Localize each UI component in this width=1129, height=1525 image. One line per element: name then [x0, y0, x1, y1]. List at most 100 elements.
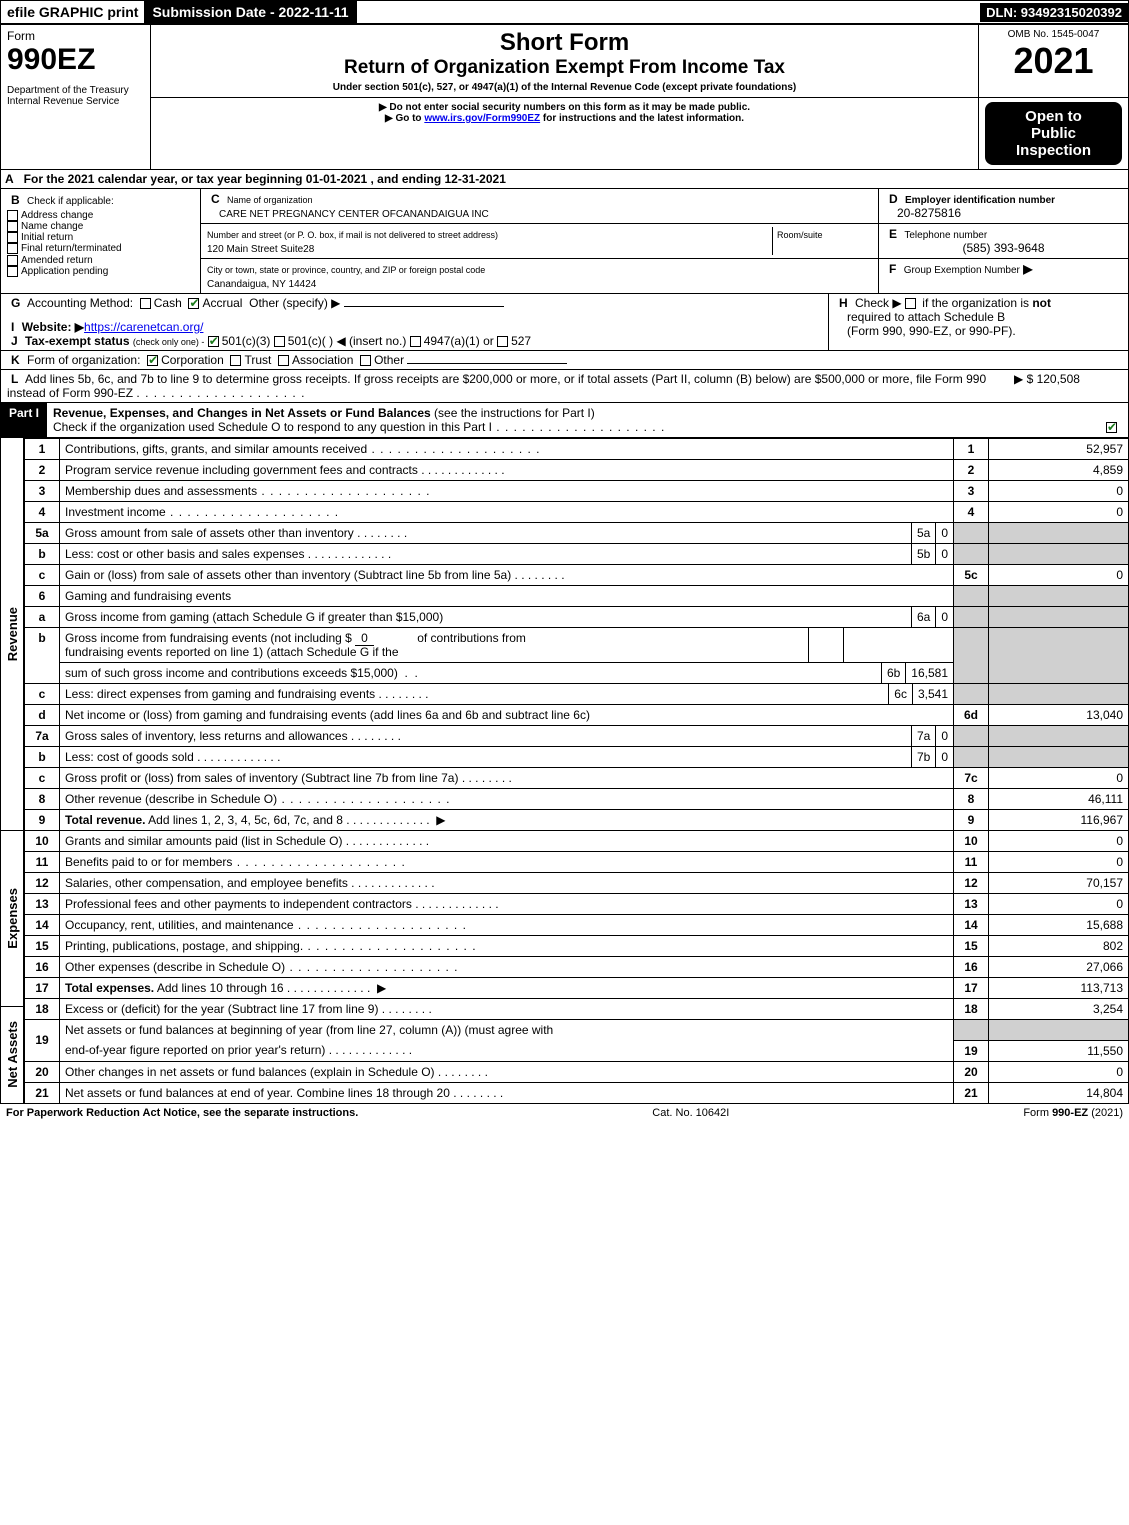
part1-check-line: Check if the organization used Schedule …: [53, 420, 492, 434]
f-arrow: ▶: [1023, 262, 1032, 276]
part1-title-note: (see the instructions for Part I): [434, 406, 595, 420]
j-label: Tax-exempt status: [25, 334, 129, 348]
b-item-1: Name change: [21, 221, 83, 232]
k-corp: Corporation: [161, 353, 224, 367]
part1-title: Revenue, Expenses, and Changes in Net As…: [53, 406, 431, 420]
website-link[interactable]: https://carenetcan.org/: [84, 320, 203, 334]
part1-header: Part I Revenue, Expenses, and Changes in…: [0, 403, 1129, 438]
org-city: Canandaigua, NY 14424: [207, 279, 316, 290]
cb-cash[interactable]: [140, 298, 151, 309]
b-item-3: Final return/terminated: [21, 244, 122, 255]
f-label: Group Exemption Number: [904, 265, 1020, 276]
form-number: 990EZ: [7, 43, 144, 77]
table-row: 2Program service revenue including gover…: [25, 460, 1129, 481]
b-label: Check if applicable:: [27, 196, 114, 207]
cb-name-change[interactable]: [7, 221, 18, 232]
cb-assoc[interactable]: [278, 355, 289, 366]
org-name: CARE NET PREGNANCY CENTER OFCANANDAIGUA …: [207, 209, 489, 220]
cb-pending[interactable]: [7, 266, 18, 277]
footer-cat: Cat. No. 10642I: [358, 1107, 1023, 1119]
note-goto: ▶ Go to www.irs.gov/Form990EZ for instru…: [157, 113, 972, 124]
table-row: 9Total revenue. Add lines 1, 2, 3, 4, 5c…: [25, 810, 1129, 831]
cb-final-return[interactable]: [7, 243, 18, 254]
h-line2: required to attach Schedule B: [835, 310, 1005, 324]
table-row: 14Occupancy, rent, utilities, and mainte…: [25, 915, 1129, 936]
j-o4: 527: [511, 334, 531, 348]
j-o2: 501(c)( ) ◀ (insert no.): [288, 334, 407, 348]
cb-501c3[interactable]: [208, 336, 219, 347]
form-header: Form 990EZ Department of the Treasury In…: [0, 24, 1129, 170]
cb-trust[interactable]: [230, 355, 241, 366]
table-row: 18Excess or (deficit) for the year (Subt…: [25, 999, 1129, 1020]
dln: DLN: 93492315020392: [980, 3, 1128, 22]
table-row: cGain or (loss) from sale of assets othe…: [25, 565, 1129, 586]
top-bar: efile GRAPHIC print Submission Date - 20…: [0, 0, 1129, 24]
footer-right: Form 990-EZ (2021): [1023, 1107, 1123, 1119]
table-row: 7aGross sales of inventory, less returns…: [25, 726, 1129, 747]
phone: (585) 393-9648: [885, 241, 1122, 255]
d-label: Employer identification number: [905, 195, 1055, 206]
part1-label: Part I: [1, 403, 47, 437]
k-other: Other: [374, 353, 404, 367]
line-a-text: For the 2021 calendar year, or tax year …: [18, 170, 512, 188]
open-to-public: Open to Public Inspection: [985, 102, 1122, 165]
table-row: dNet income or (loss) from gaming and fu…: [25, 705, 1129, 726]
cb-4947[interactable]: [410, 336, 421, 347]
cb-initial-return[interactable]: [7, 232, 18, 243]
k-assoc: Association: [292, 353, 353, 367]
table-row: aGross income from gaming (attach Schedu…: [25, 607, 1129, 628]
table-row: cLess: direct expenses from gaming and f…: [25, 684, 1129, 705]
submission-date: Submission Date - 2022-11-11: [144, 1, 356, 23]
cb-accrual[interactable]: [188, 298, 199, 309]
tax-year: 2021: [985, 40, 1122, 82]
table-row: 12Salaries, other compensation, and empl…: [25, 873, 1129, 894]
e-label: Telephone number: [904, 230, 987, 241]
note-ssn: ▶ Do not enter social security numbers o…: [157, 102, 972, 113]
i-label: Website: ▶: [22, 320, 84, 334]
cb-schedule-o[interactable]: [1106, 422, 1117, 433]
table-row: 4Investment income40: [25, 502, 1129, 523]
g-label: Accounting Method:: [27, 296, 133, 310]
table-row: 1Contributions, gifts, grants, and simil…: [25, 439, 1129, 460]
b-item-5: Application pending: [21, 266, 108, 277]
k-trust: Trust: [244, 353, 271, 367]
omb-no: OMB No. 1545-0047: [985, 29, 1122, 40]
cb-other[interactable]: [360, 355, 371, 366]
b-item-0: Address change: [21, 210, 93, 221]
cb-h[interactable]: [905, 298, 916, 309]
table-row: 10Grants and similar amounts paid (list …: [25, 831, 1129, 852]
h-post: if the organization is: [919, 296, 1032, 310]
table-row: bLess: cost of goods sold7b0: [25, 747, 1129, 768]
table-row: 6Gaming and fundraising events: [25, 586, 1129, 607]
lines-table: 1Contributions, gifts, grants, and simil…: [24, 438, 1129, 1104]
c-city-label: City or town, state or province, country…: [207, 265, 485, 275]
ein: 20-8275816: [885, 206, 961, 220]
c-name-label: Name of organization: [227, 195, 313, 205]
dept-line-1: Department of the Treasury: [7, 85, 144, 96]
l-amount: ▶ $ 120,508: [1008, 370, 1128, 402]
page-footer: For Paperwork Reduction Act Notice, see …: [0, 1104, 1129, 1122]
cb-527[interactable]: [497, 336, 508, 347]
table-row: 16Other expenses (describe in Schedule O…: [25, 957, 1129, 978]
title-return: Return of Organization Exempt From Incom…: [157, 57, 972, 79]
cb-address-change[interactable]: [7, 210, 18, 221]
cb-amended[interactable]: [7, 255, 18, 266]
table-row: 5aGross amount from sale of assets other…: [25, 523, 1129, 544]
cb-501c[interactable]: [274, 336, 285, 347]
line-g-h: G Accounting Method: Cash Accrual Other …: [0, 294, 1129, 351]
k-label: Form of organization:: [27, 353, 140, 367]
cb-corp[interactable]: [147, 355, 158, 366]
org-street: 120 Main Street Suite28: [207, 244, 314, 255]
line-l: L Add lines 5b, 6c, and 7b to line 9 to …: [0, 370, 1129, 403]
j-o3: 4947(a)(1) or: [424, 334, 494, 348]
table-row: 11Benefits paid to or for members110: [25, 852, 1129, 873]
line-a: A For the 2021 calendar year, or tax yea…: [0, 170, 1129, 189]
h-line3: (Form 990, 990-EZ, or 990-PF).: [835, 324, 1016, 338]
table-row: b Gross income from fundraising events (…: [25, 628, 1129, 684]
g-other: Other (specify) ▶: [249, 296, 340, 310]
table-row: 21Net assets or fund balances at end of …: [25, 1082, 1129, 1103]
irs-link[interactable]: www.irs.gov/Form990EZ: [424, 113, 540, 124]
table-row: 13Professional fees and other payments t…: [25, 894, 1129, 915]
table-row: 19Net assets or fund balances at beginni…: [25, 1020, 1129, 1041]
g-accrual: Accrual: [202, 296, 242, 310]
